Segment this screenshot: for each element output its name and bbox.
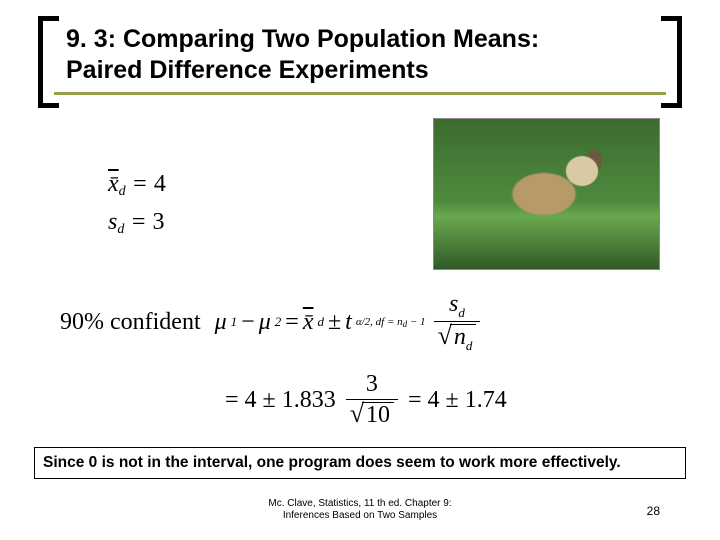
- xbar-d-sub: d: [317, 314, 324, 330]
- mu2-sub: 2: [275, 314, 282, 330]
- t-sub: α/2, df = nd − 1: [356, 316, 426, 329]
- equals: =: [132, 171, 154, 197]
- sample-stats: x̄d = 4 sd = 3: [108, 165, 166, 242]
- minus: −: [241, 309, 255, 336]
- equals: =: [130, 209, 152, 235]
- slide-number: 28: [647, 504, 660, 518]
- xbar-d: x̄: [303, 309, 314, 336]
- s-symbol: s: [108, 209, 117, 235]
- slide: 9. 3: Comparing Two Population Means: Pa…: [0, 0, 720, 540]
- s-value: 3: [153, 209, 165, 235]
- s-sub: d: [117, 222, 124, 237]
- sqrt-n-d: √ nd: [438, 324, 477, 352]
- three-over-root-ten: 3 √ 10: [346, 372, 398, 428]
- sd-over-rootn: sd √ nd: [434, 292, 481, 353]
- xbar-sub: d: [119, 184, 126, 199]
- line2-lead: = 4 ± 1.833: [225, 387, 336, 414]
- xbar-symbol: x̄: [108, 171, 119, 197]
- dog-photo: [433, 118, 660, 270]
- title-line2: Paired Difference Experiments: [66, 56, 429, 84]
- sqrt-10: √ 10: [350, 402, 394, 428]
- slide-title: 9. 3: Comparing Two Population Means: Pa…: [48, 22, 672, 87]
- pm: ±: [328, 309, 341, 336]
- ci-formula-line2: = 4 ± 1.833 3 √ 10 = 4 ± 1.74: [225, 372, 507, 428]
- conclusion-text: Since 0 is not in the interval, one prog…: [43, 454, 621, 471]
- ci-formula-line1: 90% confident μ1 − μ2 = x̄d ± tα/2, df =…: [60, 292, 484, 353]
- mu2: μ: [259, 309, 271, 336]
- mu1-sub: 1: [231, 314, 238, 330]
- line2-tail: = 4 ± 1.74: [408, 387, 507, 414]
- xbar-d-row: x̄d = 4: [108, 165, 166, 203]
- title-text: 9. 3: Comparing Two Population Means: Pa…: [48, 22, 672, 87]
- confidence-text: 90% confident: [60, 309, 201, 336]
- footer-citation: Mc. Clave, Statistics, 11 th ed. Chapter…: [0, 498, 720, 522]
- xbar-value: 4: [154, 171, 166, 197]
- t: t: [345, 309, 352, 336]
- mu1: μ: [215, 309, 227, 336]
- title-underline: [54, 92, 666, 95]
- footer-line2: Inferences Based on Two Samples: [283, 510, 437, 521]
- sd-row: sd = 3: [108, 203, 166, 241]
- title-line1: 9. 3: Comparing Two Population Means:: [66, 25, 539, 53]
- eq: =: [285, 309, 299, 336]
- conclusion-box: Since 0 is not in the interval, one prog…: [34, 447, 686, 479]
- footer-line1: Mc. Clave, Statistics, 11 th ed. Chapter…: [268, 498, 451, 509]
